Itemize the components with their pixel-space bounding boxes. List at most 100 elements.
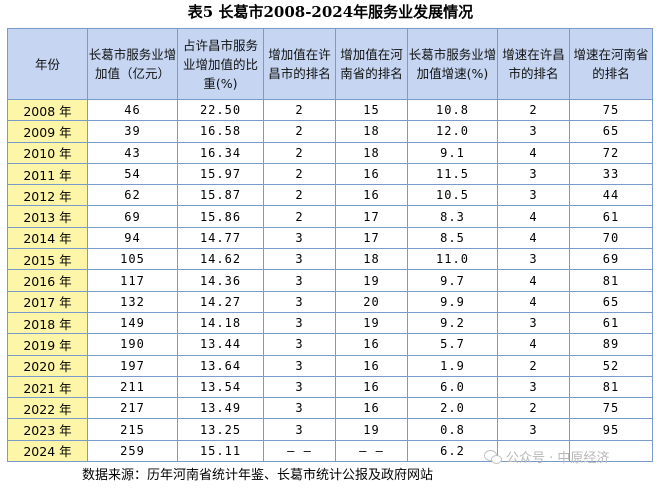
cell-rank-henan: 17 bbox=[335, 205, 408, 228]
cell-share: 13.54 bbox=[177, 375, 264, 399]
cell-growth-rank-henan bbox=[569, 439, 653, 463]
cell-share: 15.87 bbox=[177, 184, 264, 207]
cell-rank-xuchang: 3 bbox=[263, 226, 336, 250]
cell-rank-henan: 16 bbox=[335, 375, 408, 399]
cell-rank-henan: 19 bbox=[335, 269, 408, 292]
cell-growth-rank-xuchang: 3 bbox=[497, 162, 570, 186]
cell-value: 117 bbox=[87, 269, 178, 292]
cell-rank-xuchang: 2 bbox=[263, 162, 336, 186]
cell-year: 2020 年 bbox=[7, 354, 88, 377]
cell-growth: 9.2 bbox=[407, 311, 498, 335]
cell-growth-rank-henan: 33 bbox=[569, 162, 653, 186]
table-row: 2014 年 94 14.77 3 17 8.5 4 70 bbox=[7, 226, 653, 250]
cell-rank-xuchang: — — bbox=[263, 439, 336, 463]
cell-year: 2010 年 bbox=[7, 141, 88, 164]
table-body: 2008 年 46 22.50 2 15 10.8 2 75 2009 年 39 16.58 2 18 1… bbox=[7, 98, 653, 463]
table-row: 2015 年 105 14.62 3 18 11.0 3 69 bbox=[7, 248, 653, 271]
cell-share: 15.11 bbox=[177, 439, 264, 463]
cell-growth-rank-xuchang: 4 bbox=[497, 226, 570, 250]
cell-growth-rank-henan: 75 bbox=[569, 98, 653, 122]
cell-share: 13.44 bbox=[177, 333, 264, 356]
cell-year: 2024 年 bbox=[7, 439, 88, 463]
cell-share: 14.36 bbox=[177, 269, 264, 292]
cell-growth-rank-xuchang: 2 bbox=[497, 98, 570, 122]
cell-rank-xuchang: 3 bbox=[263, 418, 336, 441]
cell-rank-xuchang: 3 bbox=[263, 269, 336, 292]
cell-value: 39 bbox=[87, 120, 178, 143]
cell-growth: 2.0 bbox=[407, 397, 498, 420]
cell-growth-rank-henan: 95 bbox=[569, 418, 653, 441]
service-industry-table: 年份 长葛市服务业增加值（亿元） 占许昌市服务业增加值的比重(%) 增加值在许昌… bbox=[7, 28, 653, 463]
cell-year: 2018 年 bbox=[7, 311, 88, 335]
table-row: 2018 年 149 14.18 3 19 9.2 3 61 bbox=[7, 311, 653, 335]
table-row: 2022 年 217 13.49 3 16 2.0 2 75 bbox=[7, 397, 653, 420]
cell-growth: 10.8 bbox=[407, 98, 498, 122]
cell-growth: 9.9 bbox=[407, 290, 498, 313]
cell-year: 2015 年 bbox=[7, 248, 88, 271]
cell-growth: 9.7 bbox=[407, 269, 498, 292]
cell-growth: 5.7 bbox=[407, 333, 498, 356]
cell-rank-henan: 18 bbox=[335, 248, 408, 271]
cell-year: 2022 年 bbox=[7, 397, 88, 420]
cell-rank-xuchang: 3 bbox=[263, 354, 336, 377]
header-growth-rank-xuchang: 增速在许昌市的排名 bbox=[497, 28, 570, 100]
table-row: 2013 年 69 15.86 2 17 8.3 4 61 bbox=[7, 205, 653, 228]
cell-share: 13.25 bbox=[177, 418, 264, 441]
cell-value: 149 bbox=[87, 311, 178, 335]
cell-growth-rank-xuchang: 3 bbox=[497, 311, 570, 335]
table-row: 2020 年 197 13.64 3 16 1.9 2 52 bbox=[7, 354, 653, 377]
cell-growth-rank-xuchang: 3 bbox=[497, 248, 570, 271]
cell-rank-henan: 16 bbox=[335, 333, 408, 356]
cell-growth-rank-henan: 65 bbox=[569, 120, 653, 143]
cell-growth-rank-xuchang: 2 bbox=[497, 397, 570, 420]
cell-rank-henan: 16 bbox=[335, 397, 408, 420]
cell-value: 259 bbox=[87, 439, 178, 463]
cell-rank-henan: 17 bbox=[335, 226, 408, 250]
watermark: 公众号 · 中原经济 bbox=[484, 447, 609, 466]
cell-value: 217 bbox=[87, 397, 178, 420]
cell-share: 15.86 bbox=[177, 205, 264, 228]
cell-growth-rank-xuchang: 4 bbox=[497, 141, 570, 164]
cell-growth-rank-henan: 61 bbox=[569, 205, 653, 228]
cell-share: 13.64 bbox=[177, 354, 264, 377]
cell-year: 2012 年 bbox=[7, 184, 88, 207]
cell-share: 14.62 bbox=[177, 248, 264, 271]
cell-growth-rank-xuchang: 3 bbox=[497, 418, 570, 441]
header-rank-henan: 增加值在河南省的排名 bbox=[335, 28, 408, 100]
cell-rank-henan: 20 bbox=[335, 290, 408, 313]
cell-value: 43 bbox=[87, 141, 178, 164]
header-row: 年份 长葛市服务业增加值（亿元） 占许昌市服务业增加值的比重(%) 增加值在许昌… bbox=[7, 28, 653, 100]
header-growth-rank-henan: 增速在河南省的排名 bbox=[569, 28, 653, 100]
cell-rank-xuchang: 3 bbox=[263, 311, 336, 335]
cell-share: 14.18 bbox=[177, 311, 264, 335]
cell-value: 197 bbox=[87, 354, 178, 377]
table-row: 2010 年 43 16.34 2 18 9.1 4 72 bbox=[7, 141, 653, 164]
table-row: 2017 年 132 14.27 3 20 9.9 4 65 bbox=[7, 290, 653, 313]
cell-share: 16.58 bbox=[177, 120, 264, 143]
cell-growth: 9.1 bbox=[407, 141, 498, 164]
cell-growth-rank-henan: 65 bbox=[569, 290, 653, 313]
cell-growth-rank-henan: 70 bbox=[569, 226, 653, 250]
header-rank-xuchang: 增加值在许昌市的排名 bbox=[263, 28, 336, 100]
cell-year: 2023 年 bbox=[7, 418, 88, 441]
cell-rank-xuchang: 2 bbox=[263, 141, 336, 164]
cell-year: 2009 年 bbox=[7, 120, 88, 143]
cell-growth: 12.0 bbox=[407, 120, 498, 143]
cell-value: 62 bbox=[87, 184, 178, 207]
cell-rank-xuchang: 3 bbox=[263, 248, 336, 271]
cell-year: 2011 年 bbox=[7, 162, 88, 186]
cell-rank-xuchang: 2 bbox=[263, 120, 336, 143]
cell-growth-rank-henan: 81 bbox=[569, 375, 653, 399]
cell-value: 215 bbox=[87, 418, 178, 441]
cell-growth-rank-henan: 89 bbox=[569, 333, 653, 356]
cell-share: 16.34 bbox=[177, 141, 264, 164]
cell-rank-henan: — — bbox=[335, 439, 408, 463]
cell-growth: 6.0 bbox=[407, 375, 498, 399]
cell-share: 13.49 bbox=[177, 397, 264, 420]
cell-year: 2014 年 bbox=[7, 226, 88, 250]
cell-growth-rank-xuchang: 3 bbox=[497, 375, 570, 399]
cell-value: 54 bbox=[87, 162, 178, 186]
cell-value: 132 bbox=[87, 290, 178, 313]
cell-growth-rank-henan: 72 bbox=[569, 141, 653, 164]
cell-rank-xuchang: 2 bbox=[263, 205, 336, 228]
